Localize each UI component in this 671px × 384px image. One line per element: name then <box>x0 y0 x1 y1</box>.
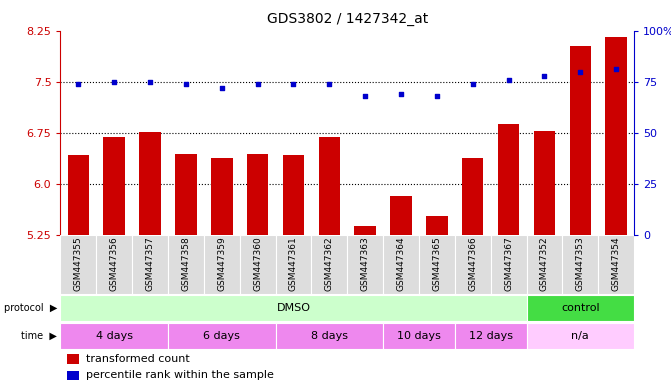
Text: 4 days: 4 days <box>96 331 133 341</box>
Text: 8 days: 8 days <box>311 331 348 341</box>
Text: GSM447356: GSM447356 <box>109 237 119 291</box>
Bar <box>319 137 340 235</box>
Point <box>539 73 550 79</box>
Bar <box>60 323 168 349</box>
Point <box>180 81 191 87</box>
Text: DMSO: DMSO <box>276 303 311 313</box>
Text: GSM447362: GSM447362 <box>325 237 333 291</box>
Text: GSM447355: GSM447355 <box>74 237 83 291</box>
Bar <box>311 235 348 294</box>
Bar <box>60 295 527 321</box>
Text: GSM447357: GSM447357 <box>146 237 154 291</box>
Title: GDS3802 / 1427342_at: GDS3802 / 1427342_at <box>266 12 428 25</box>
Bar <box>276 235 311 294</box>
Bar <box>599 235 634 294</box>
Point <box>503 76 514 83</box>
Text: GSM447354: GSM447354 <box>612 237 621 291</box>
Bar <box>168 323 276 349</box>
Text: time  ▶: time ▶ <box>21 331 57 341</box>
Bar <box>419 235 455 294</box>
Bar <box>240 235 276 294</box>
Point <box>611 66 621 73</box>
Bar <box>168 235 204 294</box>
Point <box>73 81 84 87</box>
Text: GSM447361: GSM447361 <box>289 237 298 291</box>
Bar <box>527 235 562 294</box>
Bar <box>498 124 519 235</box>
Text: GSM447358: GSM447358 <box>181 237 191 291</box>
Point <box>324 81 335 87</box>
Point <box>431 93 442 99</box>
Text: GSM447365: GSM447365 <box>432 237 442 291</box>
Bar <box>455 323 527 349</box>
Bar <box>426 216 448 235</box>
Bar <box>60 235 96 294</box>
Bar <box>491 235 527 294</box>
Bar <box>132 235 168 294</box>
Bar <box>67 371 79 380</box>
Text: GSM447352: GSM447352 <box>540 237 549 291</box>
Point <box>360 93 370 99</box>
Text: control: control <box>561 303 600 313</box>
Bar <box>562 235 599 294</box>
Point <box>109 79 119 85</box>
Bar <box>455 235 491 294</box>
Point <box>145 79 156 85</box>
Text: GSM447364: GSM447364 <box>397 237 405 291</box>
Bar <box>67 354 79 364</box>
Text: growth protocol  ▶: growth protocol ▶ <box>0 303 57 313</box>
Bar <box>383 235 419 294</box>
Bar <box>211 158 232 235</box>
Point <box>396 91 407 97</box>
Bar <box>527 323 634 349</box>
Bar <box>282 155 304 235</box>
Text: GSM447367: GSM447367 <box>504 237 513 291</box>
Text: GSM447359: GSM447359 <box>217 237 226 291</box>
Bar <box>140 132 161 235</box>
Bar <box>533 131 555 235</box>
Text: 6 days: 6 days <box>203 331 240 341</box>
Bar <box>96 235 132 294</box>
Text: 12 days: 12 days <box>468 331 513 341</box>
Text: percentile rank within the sample: percentile rank within the sample <box>86 370 274 381</box>
Bar <box>391 196 412 235</box>
Bar <box>354 226 376 235</box>
Bar <box>204 235 240 294</box>
Bar <box>68 155 89 235</box>
Text: n/a: n/a <box>572 331 589 341</box>
Bar <box>570 46 591 235</box>
Bar <box>175 154 197 235</box>
Bar <box>247 154 268 235</box>
Bar <box>383 323 455 349</box>
Bar <box>348 235 383 294</box>
Bar <box>462 158 484 235</box>
Text: GSM447360: GSM447360 <box>253 237 262 291</box>
Text: transformed count: transformed count <box>86 354 190 364</box>
Bar <box>103 137 125 235</box>
Point <box>288 81 299 87</box>
Bar <box>276 323 383 349</box>
Point <box>575 68 586 74</box>
Point <box>216 85 227 91</box>
Point <box>468 81 478 87</box>
Bar <box>605 37 627 235</box>
Text: GSM447366: GSM447366 <box>468 237 477 291</box>
Text: GSM447353: GSM447353 <box>576 237 585 291</box>
Text: 10 days: 10 days <box>397 331 441 341</box>
Text: GSM447363: GSM447363 <box>361 237 370 291</box>
Point <box>252 81 263 87</box>
Bar <box>527 295 634 321</box>
